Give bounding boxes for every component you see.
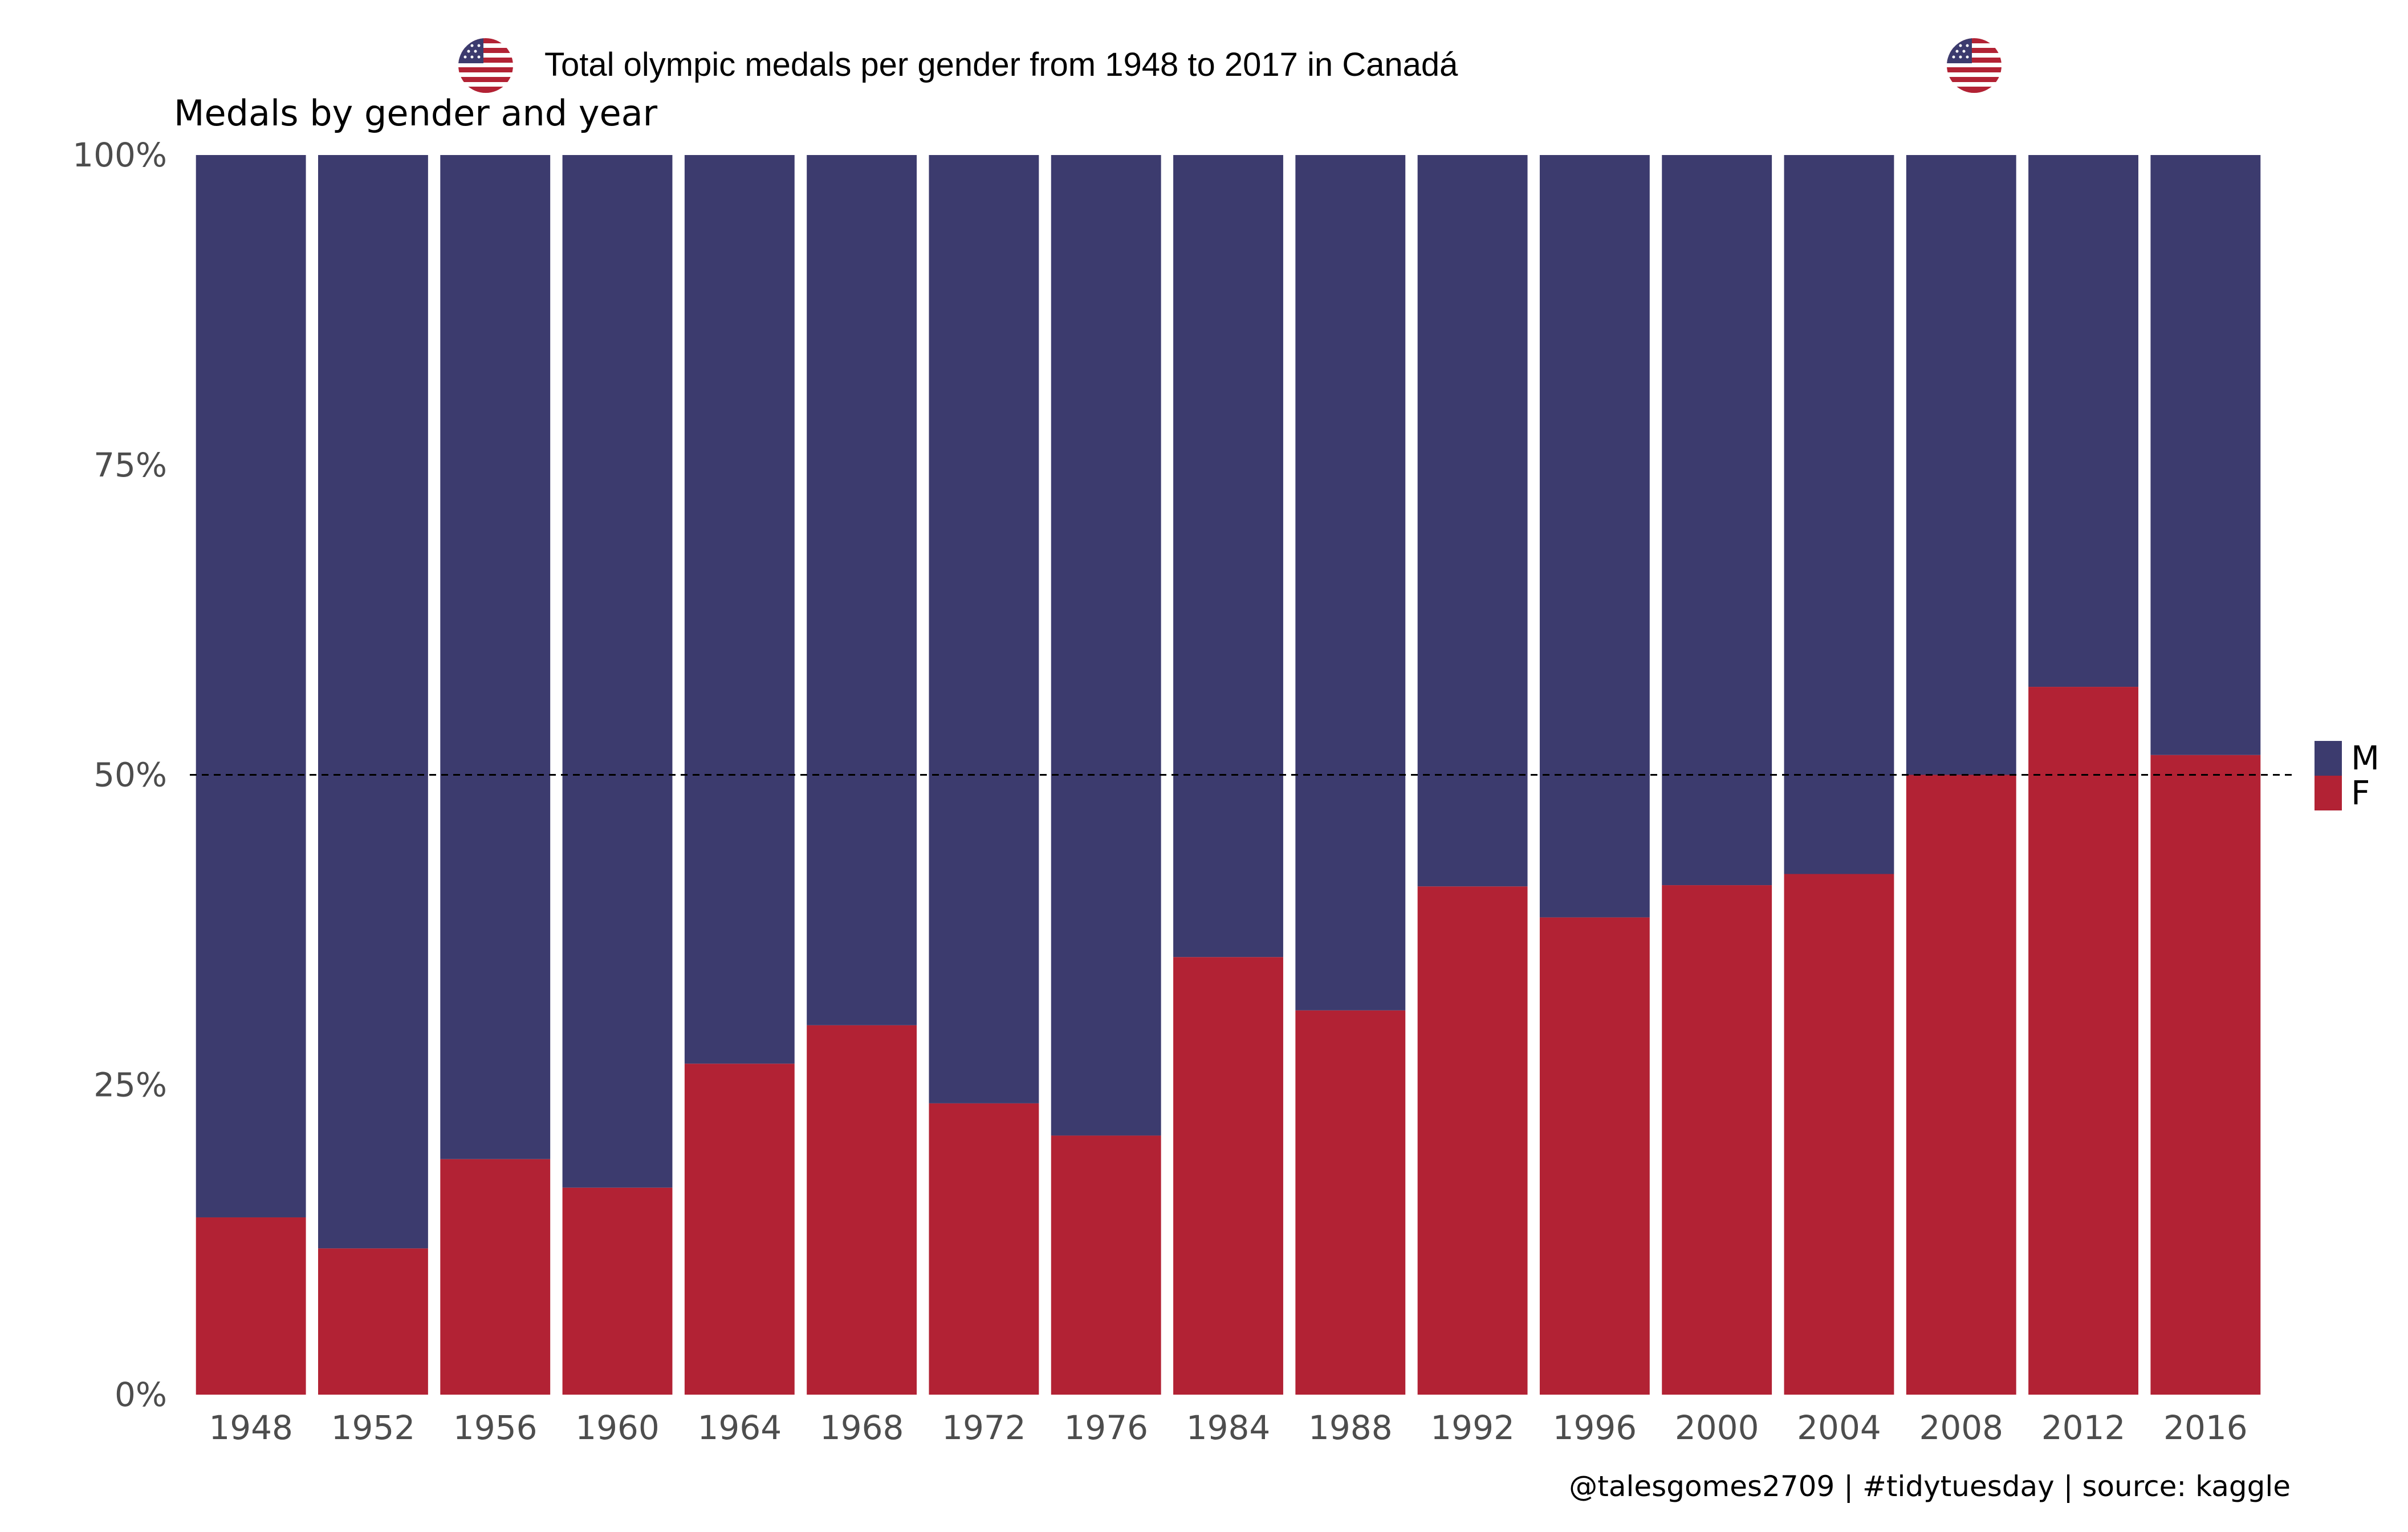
bar-M-1964 <box>684 155 795 1064</box>
x-tick-label: 1976 <box>1064 1408 1148 1447</box>
bar-F-1952 <box>318 1248 428 1395</box>
x-tick-label: 2000 <box>1675 1408 1759 1447</box>
bar-F-1968 <box>807 1025 917 1395</box>
bar-M-1956 <box>440 155 551 1159</box>
bar-M-2004 <box>1784 155 1894 874</box>
y-tick-label: 25% <box>93 1065 167 1104</box>
bar-M-2008 <box>1906 155 2016 775</box>
bar-F-2008 <box>1906 775 2016 1395</box>
bar-M-1976 <box>1051 155 1161 1136</box>
legend-label-M: M <box>2351 739 2379 777</box>
y-axis: 0% 25% 50% 75% 100% <box>72 136 167 1414</box>
x-tick-label: 1948 <box>209 1408 293 1447</box>
y-tick-label: 75% <box>93 446 167 484</box>
x-tick-label: 1972 <box>942 1408 1026 1447</box>
x-tick-label: 1988 <box>1308 1408 1393 1447</box>
x-tick-label: 1956 <box>453 1408 538 1447</box>
bar-F-2016 <box>2150 755 2261 1395</box>
bar-M-1952 <box>318 155 428 1249</box>
x-tick-label: 2016 <box>2163 1408 2248 1447</box>
bar-F-1964 <box>684 1064 795 1395</box>
bar-M-2016 <box>2150 155 2261 755</box>
x-tick-label: 1952 <box>331 1408 416 1447</box>
chart-title: Total olympic medals per gender from 194… <box>544 46 1458 83</box>
x-tick-label: 2004 <box>1797 1408 1881 1447</box>
bar-M-1992 <box>1417 155 1528 887</box>
x-tick-label: 2012 <box>2041 1408 2126 1447</box>
bar-M-1948 <box>196 155 306 1217</box>
bar-F-1992 <box>1417 886 1528 1395</box>
y-tick-label: 0% <box>115 1375 167 1414</box>
x-tick-label: 1996 <box>1553 1408 1637 1447</box>
bar-F-1996 <box>1539 917 1650 1395</box>
bar-M-1984 <box>1173 155 1283 958</box>
x-tick-label: 1960 <box>575 1408 660 1447</box>
legend-key-M <box>2315 741 2342 776</box>
bar-M-1988 <box>1295 155 1406 1011</box>
bar-F-1984 <box>1173 957 1283 1395</box>
bar-F-1976 <box>1051 1135 1161 1395</box>
bar-M-1960 <box>562 155 673 1188</box>
bar-M-2012 <box>2028 155 2138 687</box>
x-tick-label: 1984 <box>1186 1408 1271 1447</box>
legend-key-F <box>2315 776 2342 810</box>
us-flag-icon <box>458 38 513 93</box>
bar-M-1972 <box>929 155 1039 1103</box>
bar-F-1960 <box>562 1187 673 1395</box>
legend-label-F: F <box>2351 773 2370 812</box>
x-tick-label: 1992 <box>1430 1408 1515 1447</box>
legend: MF <box>2315 739 2379 812</box>
x-tick-label: 2008 <box>1919 1408 2003 1447</box>
bar-F-1948 <box>196 1217 306 1395</box>
y-tick-label: 100% <box>72 136 167 174</box>
x-tick-label: 1968 <box>820 1408 904 1447</box>
y-tick-label: 50% <box>93 756 167 794</box>
bar-F-1988 <box>1295 1010 1406 1395</box>
bar-F-2012 <box>2028 687 2138 1395</box>
bar-F-2000 <box>1662 885 1772 1395</box>
bar-M-1996 <box>1539 155 1650 918</box>
chart-subtitle: Medals by gender and year <box>174 92 658 134</box>
bar-F-1972 <box>929 1103 1039 1395</box>
bars-layer <box>196 155 2261 1395</box>
bar-M-1968 <box>807 155 917 1025</box>
caption: @talesgomes2709 | #tidytuesday | source:… <box>1569 1470 2291 1503</box>
bar-F-2004 <box>1784 874 1894 1395</box>
bar-F-1956 <box>440 1159 551 1395</box>
us-flag-icon <box>1947 38 2002 93</box>
bar-M-2000 <box>1662 155 1772 886</box>
x-tick-label: 1964 <box>698 1408 782 1447</box>
x-axis: 1948 1952 1956 1960 1964 1968 1972 1976 1984 1988… <box>209 1408 2247 1447</box>
